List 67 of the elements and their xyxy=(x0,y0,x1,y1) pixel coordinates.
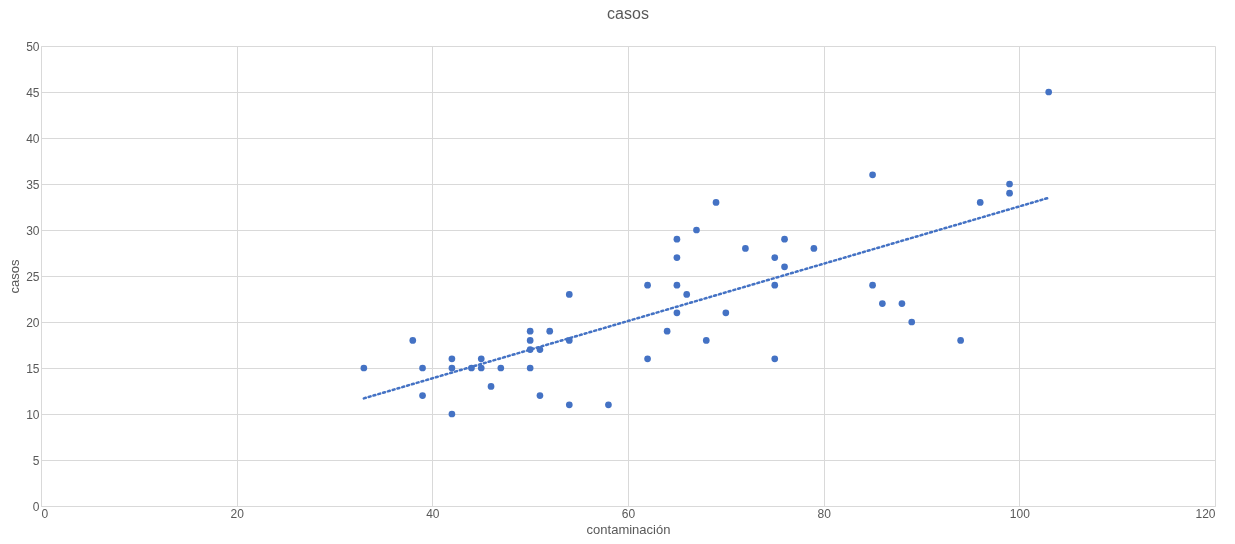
point xyxy=(673,309,681,317)
point xyxy=(536,392,544,399)
point xyxy=(526,327,534,335)
point xyxy=(565,291,573,298)
point xyxy=(673,254,681,261)
point xyxy=(1006,180,1013,188)
point xyxy=(565,401,573,409)
point xyxy=(526,364,534,372)
point xyxy=(546,327,554,335)
point xyxy=(1045,88,1053,96)
point xyxy=(409,337,417,344)
point xyxy=(526,337,534,344)
y-tick-label: 45 xyxy=(26,85,40,100)
point xyxy=(644,355,651,363)
point xyxy=(448,364,456,372)
y-tick-label: 10 xyxy=(26,407,40,422)
x-axis-title: contaminación xyxy=(586,521,671,537)
point xyxy=(477,355,485,363)
x-tick-label: 20 xyxy=(230,506,245,521)
point xyxy=(771,281,779,289)
point xyxy=(605,401,612,409)
point xyxy=(693,226,700,234)
x-tick-label: 60 xyxy=(621,506,636,521)
point xyxy=(742,245,749,252)
x-tick-label: 40 xyxy=(426,506,440,521)
point xyxy=(869,171,876,179)
y-tick-label: 30 xyxy=(26,223,40,238)
point xyxy=(644,281,651,289)
point xyxy=(781,263,788,271)
point xyxy=(419,364,426,372)
y-tick-label: 25 xyxy=(26,269,40,284)
point xyxy=(771,254,779,261)
point xyxy=(869,281,876,289)
point xyxy=(712,199,720,206)
point xyxy=(976,199,984,206)
y-tick-label: 5 xyxy=(32,453,40,468)
point xyxy=(448,410,456,418)
point xyxy=(771,355,779,363)
y-axis-title: casos xyxy=(7,259,23,294)
point xyxy=(781,235,788,243)
point xyxy=(957,337,964,344)
y-tick-label: 40 xyxy=(26,131,40,146)
point xyxy=(673,235,681,243)
point xyxy=(810,245,818,252)
point xyxy=(908,318,916,326)
point xyxy=(477,364,485,372)
point xyxy=(419,392,426,399)
point xyxy=(722,309,730,317)
point xyxy=(487,383,495,390)
point xyxy=(702,337,710,344)
point xyxy=(683,291,691,298)
point xyxy=(673,281,681,289)
point xyxy=(497,364,505,372)
point xyxy=(360,364,368,372)
x-tick-label: 80 xyxy=(817,506,832,521)
y-tick-label: 50 xyxy=(26,39,40,54)
point xyxy=(1006,189,1013,197)
x-tick-label: 100 xyxy=(1009,506,1031,521)
y-tick-label: 35 xyxy=(26,177,40,192)
point xyxy=(448,355,456,363)
point xyxy=(663,327,671,335)
point xyxy=(879,300,886,307)
chart-title: casos xyxy=(607,5,649,22)
y-tick-label: 20 xyxy=(26,315,40,330)
y-tick-label: 15 xyxy=(26,361,40,376)
point xyxy=(898,300,906,307)
x-tick-label: 120 xyxy=(1195,506,1216,521)
